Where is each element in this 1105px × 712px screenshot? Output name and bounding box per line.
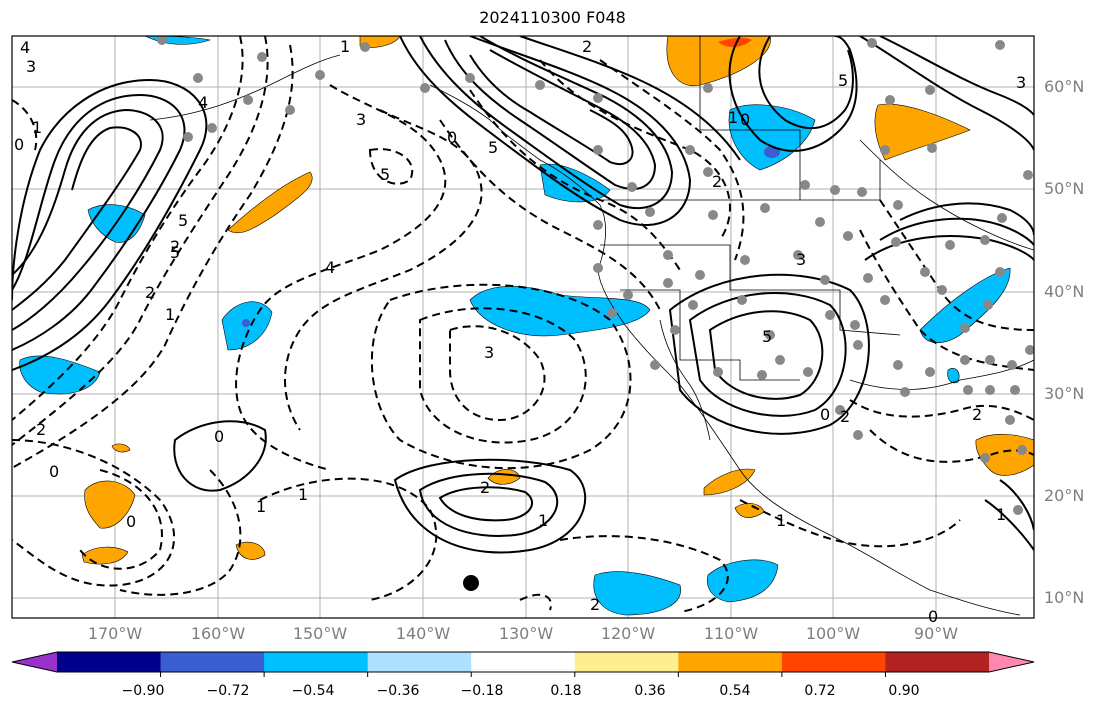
- contour-label: 3: [796, 250, 806, 269]
- solid-contours: [12, 36, 1034, 554]
- contour-label: 0: [49, 462, 59, 481]
- contour-label: 1: [165, 305, 175, 324]
- colorbar-tick-label: 0.90: [888, 683, 920, 699]
- colorbar-tick-label: 0.72: [804, 683, 836, 699]
- lon-tick-label: 150°W: [292, 624, 348, 643]
- map-title: 2024110300 F048: [479, 8, 626, 27]
- contour-label: 5: [380, 165, 390, 184]
- colorbar: [11, 651, 1035, 677]
- colorbar-tick-label: −0.72: [206, 683, 250, 699]
- colorbar-swatch: [160, 652, 265, 672]
- contour-label: 3: [1016, 73, 1026, 92]
- lon-tick-label: 120°W: [600, 624, 656, 643]
- contour-label: 3: [26, 57, 36, 76]
- contour-label: 3: [484, 343, 494, 362]
- contour-label: 2: [582, 37, 592, 56]
- lat-tick-label: 50°N: [1044, 179, 1085, 198]
- colorbar-swatch: [471, 652, 576, 672]
- contour-label: 0: [740, 110, 750, 129]
- contour-label: 4: [325, 258, 335, 277]
- contour-label: 5: [170, 243, 180, 262]
- contour-label: 2: [840, 407, 850, 426]
- dashed-contours: [12, 36, 1034, 613]
- contour-label: 2: [145, 283, 155, 302]
- contour-label-layer: 4 3 0 1 5 2 2 1 3 5 4 1 2 3 0 5 2 1 0 2 …: [14, 37, 1026, 626]
- contour-label: 1: [256, 497, 266, 516]
- colorbar-swatch: [574, 652, 679, 672]
- colorbar-swatch: [781, 652, 886, 672]
- colorbar-swatch: [264, 652, 369, 672]
- contour-label: 5: [178, 211, 188, 230]
- lon-tick-label: 110°W: [703, 624, 759, 643]
- contour-label: 1: [340, 37, 350, 56]
- lat-tick-label: 60°N: [1044, 77, 1085, 96]
- contour-label: 1: [776, 511, 786, 530]
- colorbar-tick-label: 0.36: [634, 683, 666, 699]
- lon-tick-label: 140°W: [395, 624, 451, 643]
- colorbar-tick-label: −0.90: [121, 683, 165, 699]
- contour-label: 5: [838, 71, 848, 90]
- map-frame: [11, 35, 1035, 619]
- colorbar-outline: [11, 651, 1035, 673]
- contour-label: 1: [32, 118, 42, 137]
- lat-tick-label: 10°N: [1044, 588, 1085, 607]
- lat-tick-label: 20°N: [1044, 486, 1085, 505]
- lat-tick-label: 40°N: [1044, 282, 1085, 301]
- lon-tick-label: 160°W: [190, 624, 246, 643]
- contour-label: 5: [488, 138, 498, 157]
- contour-label: 1: [996, 505, 1006, 524]
- colorbar-tick-label: −0.54: [291, 683, 335, 699]
- colorbar-swatch: [367, 652, 472, 672]
- contour-label: 2: [480, 478, 490, 497]
- lon-tick-label: 90°W: [913, 624, 959, 643]
- contour-label: 2: [36, 420, 46, 439]
- contour-label: 0: [820, 405, 830, 424]
- contour-label: 1: [298, 485, 308, 504]
- contour-label: 0: [928, 607, 938, 626]
- contour-label: 4: [20, 38, 30, 57]
- colorbar-max-extension: [989, 652, 1034, 672]
- contour-label: 0: [126, 512, 136, 531]
- colorbar-tick-label: −0.36: [376, 683, 420, 699]
- shaded-positive-regions: [81, 36, 1034, 565]
- storm-marker: [463, 575, 479, 591]
- contour-label: 5: [762, 327, 772, 346]
- contour-label: 2: [590, 595, 600, 614]
- colorbar-swatch: [885, 652, 990, 672]
- lon-tick-label: 130°W: [498, 624, 554, 643]
- colorbar-tick-label: −0.18: [460, 683, 504, 699]
- lat-tick-label: 30°N: [1044, 384, 1085, 403]
- contour-label: 4: [198, 93, 208, 112]
- lon-tick-label: 100°W: [805, 624, 861, 643]
- shaded-strong-positive-regions: [718, 37, 752, 48]
- colorbar-min-extension: [12, 652, 57, 672]
- contour-label: 1: [728, 108, 738, 127]
- colorbar-swatch: [678, 652, 783, 672]
- colorbar-tick-label: 0.54: [719, 683, 751, 699]
- contour-label: 2: [170, 237, 180, 256]
- contour-label: 3: [356, 110, 366, 129]
- contour-label: 0: [447, 128, 457, 147]
- colorbar-tick-label: 0.18: [550, 683, 582, 699]
- contour-label: 2: [972, 405, 982, 424]
- contour-label: 0: [214, 427, 224, 446]
- contour-label: 2: [712, 172, 722, 191]
- station-markers: [157, 36, 1034, 515]
- contour-label: 1: [538, 511, 548, 530]
- lon-tick-label: 170°W: [87, 624, 143, 643]
- map-plot-area: [12, 36, 1034, 618]
- colorbar-swatch: [57, 652, 162, 672]
- contour-label: 0: [14, 135, 24, 154]
- shaded-negative-regions: [19, 36, 1011, 616]
